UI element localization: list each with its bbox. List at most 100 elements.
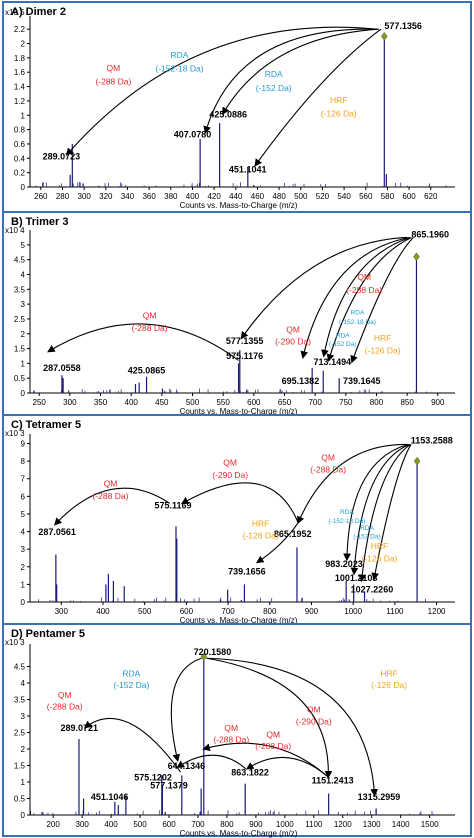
y-tick-label: 2 [21,563,26,572]
fragmentation-arrow [65,26,377,156]
y-exponent-label: x10 3 [5,429,25,438]
peak-label: 713.1494 [314,357,352,367]
loss-annotation: (-126 Da) [321,109,357,119]
fragmentation-arrow [343,443,409,562]
y-tick-label: 0.6 [14,140,26,149]
x-tick-label: 260 [34,192,48,201]
loss-annotation: (-288 Da) [93,491,129,501]
x-tick-label: 560 [359,192,373,201]
loss-annotation: (-126 Da) [243,531,279,541]
fragmentation-arrow [371,444,412,581]
x-tick-label: 280 [56,192,70,201]
x-tick-label: 1100 [386,607,404,616]
fragmentation-arrow [202,742,329,778]
x-tick-label: 350 [94,398,108,407]
x-tick-label: 540 [337,192,351,201]
panel-title: C) Tetramer 5 [11,419,81,431]
x-tick-label: 1000 [344,607,362,616]
loss-annotation: QM [224,723,238,733]
precursor-marker [200,652,208,662]
y-tick-label: 1 [21,359,26,368]
y-tick-label: 2 [21,745,26,754]
peak-label: 287.0558 [43,363,81,373]
x-tick-label: 420 [207,192,221,201]
fragmentation-arrow [300,236,410,359]
y-tick-label: 1.4 [14,83,26,92]
panel-title: A) Dimer 2 [11,6,66,18]
y-tick-label: 9 [21,440,26,449]
fragmentation-arrow [240,236,408,340]
peak-label: 577.1356 [384,21,422,31]
y-tick-label: 0.8 [14,126,26,135]
x-tick-label: 300 [75,820,89,829]
loss-annotation: QM [321,452,335,462]
peak-label: 451.1041 [229,165,267,175]
x-axis-label: Counts vs. Mass-to-Charge (m/z) [180,201,298,210]
panel-title: B) Trimer 3 [11,216,68,228]
panel-frame [2,211,472,416]
fragmentation-arrow [321,236,411,358]
precursor-marker [381,31,388,41]
x-tick-label: 250 [33,398,47,407]
x-tick-label: 750 [339,398,353,407]
precursor-marker [413,252,420,262]
y-exponent-label: x10 3 [5,638,25,647]
loss-annotation: QM [58,690,72,700]
peak-label: 577.1355 [226,336,264,346]
y-tick-label: 2.5 [14,729,26,738]
fragmentation-arrow [206,657,379,797]
x-tick-label: 1200 [334,820,352,829]
y-tick-label: 3 [21,545,26,554]
peak-label: 289.0723 [43,152,81,162]
loss-annotation: QM [104,479,118,489]
x-tick-label: 700 [221,607,235,616]
precursor-marker [413,456,421,466]
x-tick-label: 650 [278,398,292,407]
panel-frame [2,1,472,213]
loss-annotation: (-288 Da) [47,701,83,711]
panel-title: D) Pentamer 5 [11,628,85,640]
loss-annotation: (-288 Da) [213,734,249,744]
peak-label: 1153.2588 [411,436,453,446]
loss-annotation: HRF [380,668,397,678]
x-tick-label: 1000 [276,820,294,829]
y-tick-label: 0 [21,389,26,398]
peak-label: 577.1379 [150,781,188,791]
peak-label: 425.0865 [128,366,166,376]
x-tick-label: 700 [308,398,322,407]
x-tick-label: 200 [46,820,60,829]
loss-annotation: QM [143,310,157,320]
x-tick-label: 600 [180,607,194,616]
loss-annotation: HRF [252,518,269,528]
y-tick-label: 0 [21,598,26,607]
x-tick-label: 300 [77,192,91,201]
loss-annotation: (-126 Da) [365,346,401,356]
y-tick-label: 4 [21,271,26,280]
loss-annotation: QM [307,705,321,715]
loss-annotation: HRF [371,541,388,551]
loss-annotation: QM [107,63,121,73]
x-tick-label: 1400 [392,820,410,829]
fragmentation-arrow [203,28,378,134]
peak-label: 865.1960 [411,229,449,239]
loss-annotation: (-152 Da) [329,341,356,348]
y-tick-label: 1 [21,778,26,787]
x-tick-label: 800 [370,398,384,407]
loss-annotation: QM [286,324,300,334]
loss-annotation: (-126 Da) [371,680,407,690]
loss-annotation: QM [266,729,280,739]
x-tick-label: 460 [251,192,265,201]
y-tick-label: 4 [21,679,26,688]
y-tick-label: 5 [21,510,26,519]
fragmentation-arrow [53,487,170,526]
loss-annotation: RDA [336,332,350,339]
loss-annotation: (-152-18 Da) [339,319,376,326]
x-axis-label: Counts vs. Mass-to-Charge (m/z) [180,829,298,838]
x-tick-label: 550 [216,398,230,407]
y-tick-label: 4 [21,528,26,537]
loss-annotation: (-152 Da) [113,680,149,690]
